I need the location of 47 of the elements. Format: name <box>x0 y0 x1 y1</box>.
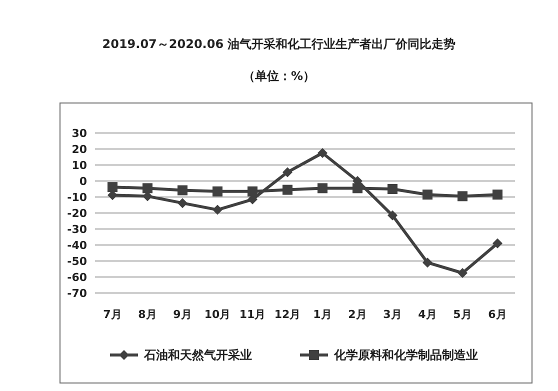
ytick: -70 <box>67 287 87 300</box>
point <box>212 186 222 196</box>
point <box>178 198 188 208</box>
ytick: -10 <box>67 191 87 204</box>
ytick: -30 <box>67 223 87 236</box>
ytick: 30 <box>72 127 87 140</box>
point <box>248 186 258 196</box>
point <box>318 148 328 158</box>
point <box>492 238 502 248</box>
xtick: 11月 <box>239 308 266 321</box>
legend-label: 化学原料和化学制品制造业 <box>334 348 478 362</box>
xtick: 5月 <box>453 308 472 321</box>
xtick: 8月 <box>138 308 157 321</box>
ytick: 10 <box>72 159 87 172</box>
ytick: -50 <box>67 255 87 268</box>
point <box>388 210 398 220</box>
xtick: 12月 <box>274 308 301 321</box>
point <box>458 268 468 278</box>
ytick: -40 <box>67 239 87 252</box>
ytick: -60 <box>67 271 87 284</box>
point <box>282 167 292 178</box>
point <box>352 183 362 194</box>
point <box>212 204 222 215</box>
xtick: 6月 <box>488 308 507 321</box>
xtick: 3月 <box>383 308 402 321</box>
ytick: 0 <box>79 175 87 188</box>
point <box>422 258 432 268</box>
ytick: 20 <box>72 143 87 156</box>
xtick: 4月 <box>418 308 437 321</box>
point <box>178 185 188 196</box>
xtick: 1月 <box>313 308 332 321</box>
ytick: -20 <box>67 207 87 220</box>
point <box>318 183 328 194</box>
subtitle: （单位：%） <box>242 69 316 83</box>
point <box>458 191 468 202</box>
xtick: 9月 <box>173 308 192 321</box>
point <box>388 184 398 194</box>
xtick: 2月 <box>348 308 367 321</box>
xtick: 10月 <box>204 308 231 321</box>
point <box>492 190 502 200</box>
point <box>108 182 118 192</box>
point <box>282 184 292 195</box>
point <box>422 190 432 200</box>
point <box>142 183 152 194</box>
legend-label: 石油和天然气开采业 <box>144 348 252 362</box>
title: 2019.07～2020.06 油气开采和化工行业生产者出厂价同比走势 <box>102 37 456 51</box>
xtick: 7月 <box>103 308 122 321</box>
